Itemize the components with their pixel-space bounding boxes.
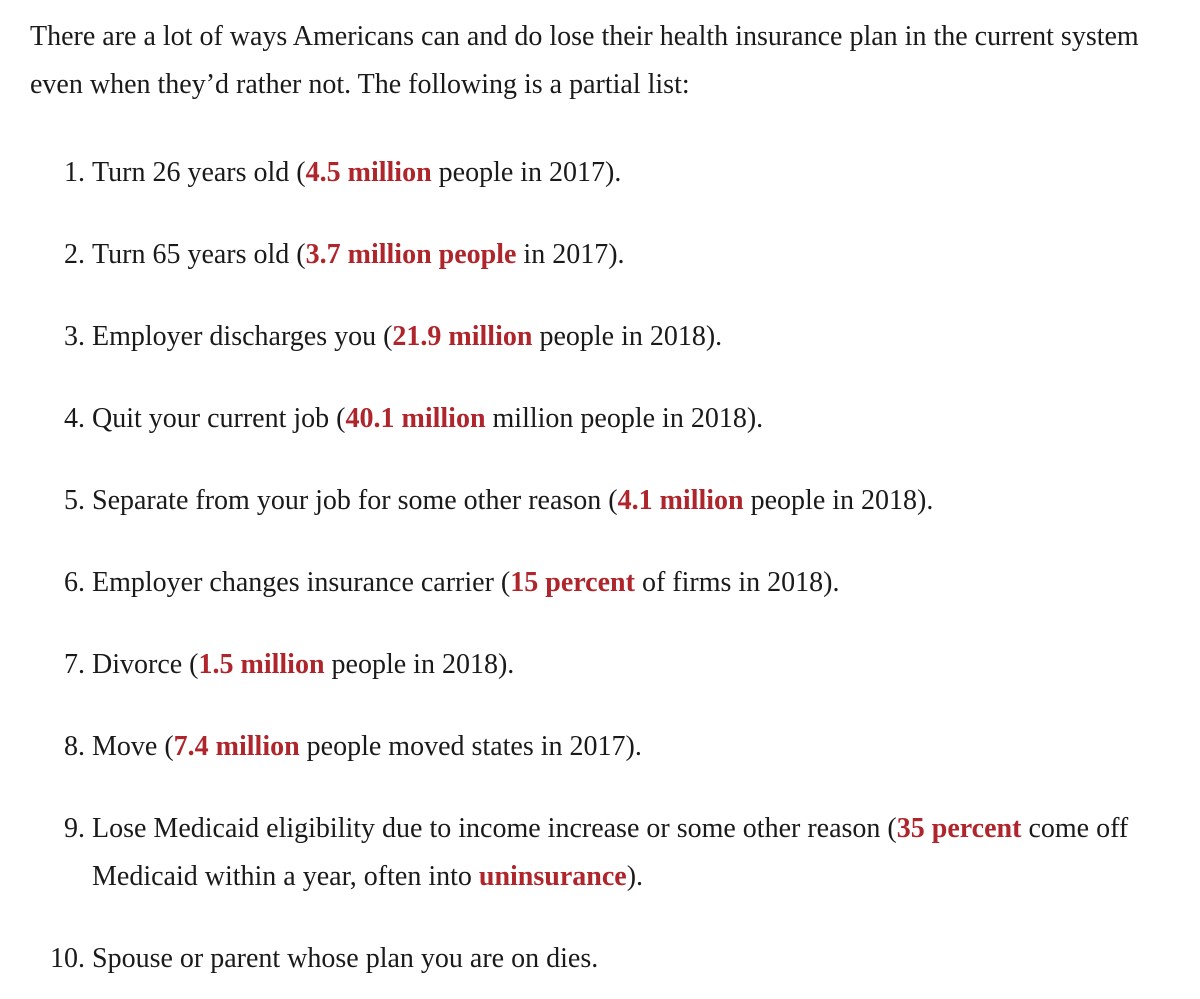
list-item: Divorce (1.5 million people in 2018). [92,641,1170,689]
list-item-text: Employer discharges you ( [92,321,393,352]
stat-link[interactable]: 3.7 million people [305,239,517,270]
list-item: Turn 26 years old (4.5 million people in… [92,149,1170,197]
list-item: Separate from your job for some other re… [92,477,1170,525]
list-item: Turn 65 years old (3.7 million people in… [92,231,1170,279]
stat-link[interactable]: 40.1 million [345,403,486,434]
list-item-text: Separate from your job for some other re… [92,485,618,516]
list-item: Lose Medicaid eligibility due to income … [92,805,1170,901]
list-item-text: people in 2018). [324,649,515,680]
list-item-text: Turn 26 years old ( [92,157,306,188]
stat-link[interactable]: 35 percent [896,813,1022,844]
stat-link[interactable]: uninsurance [478,861,627,892]
stat-link[interactable]: 7.4 million [173,731,300,762]
stat-link[interactable]: 4.5 million [305,157,432,188]
list-item-text: Lose Medicaid eligibility due to income … [92,813,897,844]
list-item: Spouse or parent whose plan you are on d… [92,935,1170,983]
list-item-text: people in 2018). [743,485,934,516]
list-item: Move (7.4 million people moved states in… [92,723,1170,771]
intro-paragraph: There are a lot of ways Americans can an… [30,21,1139,100]
stat-link[interactable]: 1.5 million [198,649,325,680]
list-item-text: Turn 65 years old ( [92,239,306,270]
stat-link[interactable]: 4.1 million [617,485,744,516]
reasons-list: Turn 26 years old (4.5 million people in… [30,149,1170,983]
list-item-text: Spouse or parent whose plan you are on d… [92,943,599,974]
list-item-text: come off Medicaid within a year, often i… [92,813,1129,892]
list-item-text: Divorce ( [92,649,199,680]
list-item-text: people moved states in 2017). [299,731,642,762]
list-item: Quit your current job (40.1 million mill… [92,395,1170,443]
list-item-text: Move ( [92,731,174,762]
list-item-text: ). [626,861,644,892]
list-item-text: in 2017). [516,239,625,270]
list-item-text: of firms in 2018). [634,567,840,598]
list-item: Employer discharges you (21.9 million pe… [92,313,1170,361]
list-item-text: people in 2018). [532,321,723,352]
list-item-text: people in 2017). [431,157,622,188]
list-item-text: million people in 2018). [485,403,764,434]
stat-link[interactable]: 21.9 million [392,321,533,352]
list-item-text: Employer changes insurance carrier ( [92,567,511,598]
list-item-text: Quit your current job ( [92,403,346,434]
stat-link[interactable]: 15 percent [510,567,635,598]
list-item: Employer changes insurance carrier (15 p… [92,559,1170,607]
